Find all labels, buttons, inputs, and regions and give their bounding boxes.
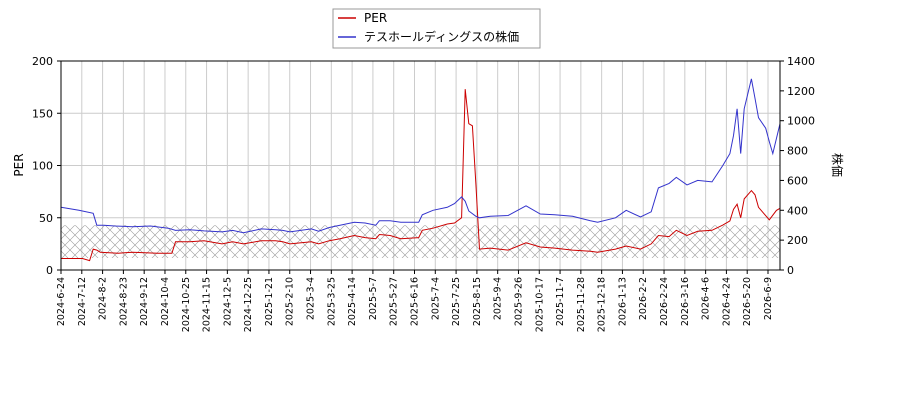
right-tick-label: 200 — [787, 234, 808, 247]
x-tick-label: 2024-8-23 — [118, 277, 129, 326]
x-tick-label: 2024-9-12 — [139, 277, 150, 326]
x-tick-label: 2025-7-4 — [430, 277, 441, 320]
x-tick-label: 2026-2-24 — [659, 277, 670, 326]
legend-frame — [332, 8, 541, 49]
right-tick-label: 400 — [787, 204, 808, 217]
legend: PER テスホールディングスの株価 — [332, 8, 541, 49]
x-tick-label: 2025-7-25 — [451, 277, 462, 326]
x-tick-label: 2025-6-16 — [410, 277, 421, 326]
left-axis: 0 50 100 150 200 — [32, 55, 61, 277]
x-tick-label: 2025-4-14 — [347, 277, 358, 326]
x-tick-label: 2024-10-25 — [181, 277, 192, 332]
x-tick-label: 2024-10-4 — [160, 277, 171, 326]
x-tick-label: 2024-6-24 — [56, 277, 67, 326]
right-tick-label: 1000 — [787, 115, 815, 128]
right-axis: 0 200 400 600 800 1000 1200 1400 — [780, 55, 815, 277]
x-tick-label: 2024-12-5 — [222, 277, 233, 326]
left-axis-label: PER — [12, 153, 26, 176]
x-tick-label: 2024-8-2 — [98, 277, 109, 320]
x-tick-label: 2026-5-20 — [742, 277, 753, 326]
left-tick-label: 100 — [32, 160, 53, 173]
x-tick-label: 2026-4-6 — [701, 277, 712, 320]
per-line — [61, 89, 781, 262]
x-tick-label: 2026-3-16 — [680, 277, 691, 326]
x-tick-label: 2025-10-17 — [534, 277, 545, 332]
x-tick-label: 2024-7-12 — [77, 277, 88, 326]
right-tick-label: 1400 — [787, 55, 815, 68]
x-tick-label: 2025-8-15 — [472, 277, 483, 326]
x-tick-label: 2025-3-25 — [326, 277, 337, 326]
x-tick-label: 2025-11-7 — [555, 277, 566, 326]
legend-label-price: テスホールディングスの株価 — [364, 29, 519, 44]
x-tick-label: 2025-5-7 — [368, 277, 379, 320]
x-tick-label: 2025-12-18 — [597, 277, 608, 332]
x-axis: 2024-6-24 2024-7-12 2024-8-2 2024-8-23 2024-… — [56, 270, 774, 332]
left-tick-label: 150 — [32, 107, 53, 120]
series-group — [60, 78, 781, 262]
x-tick-label: 2025-3-4 — [306, 277, 317, 320]
x-tick-label: 2025-9-26 — [513, 277, 524, 326]
x-tick-label: 2026-6-9 — [763, 277, 774, 320]
left-tick-label: 200 — [32, 55, 53, 68]
x-tick-label: 2026-2-2 — [638, 277, 649, 320]
legend-label-per: PER — [364, 11, 387, 25]
x-tick-label: 2025-11-28 — [576, 277, 587, 332]
x-tick-label: 2025-1-21 — [264, 277, 275, 326]
x-tick-label: 2025-9-4 — [493, 277, 504, 320]
x-tick-label: 2025-5-27 — [389, 277, 400, 326]
right-tick-label: 1200 — [787, 85, 815, 98]
right-tick-label: 800 — [787, 145, 808, 158]
x-tick-label: 2026-4-24 — [721, 277, 732, 326]
right-tick-label: 0 — [787, 264, 794, 277]
x-tick-label: 2024-11-15 — [202, 277, 213, 332]
left-tick-label: 0 — [46, 264, 53, 277]
right-axis-label: 株価 — [830, 153, 845, 177]
x-tick-label: 2024-12-25 — [243, 277, 254, 332]
left-tick-label: 50 — [39, 212, 53, 225]
x-tick-label: 2026-1-13 — [617, 277, 628, 326]
right-tick-label: 600 — [787, 174, 808, 187]
x-tick-label: 2025-2-10 — [285, 277, 296, 326]
price-line — [60, 78, 781, 234]
